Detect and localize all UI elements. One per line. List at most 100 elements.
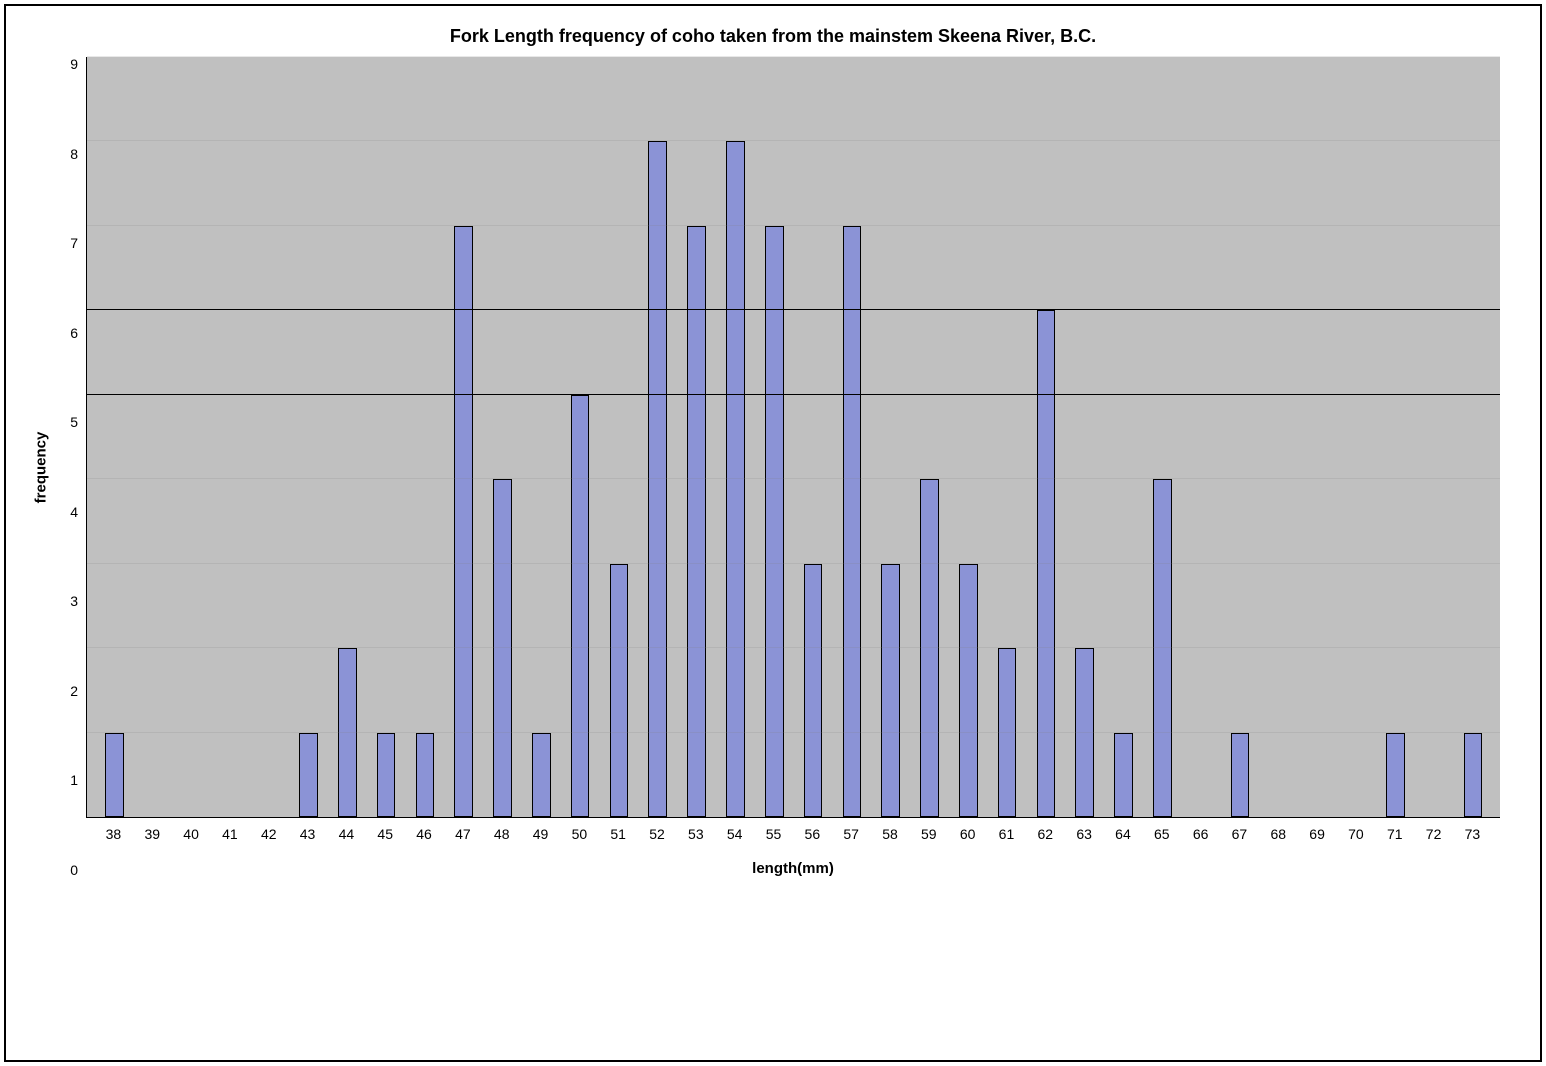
y-tick: 6 — [56, 326, 78, 340]
y-axis-ticks: 9876543210 — [56, 57, 86, 877]
x-tick: 67 — [1220, 826, 1259, 842]
gridline — [87, 56, 1500, 57]
y-tick: 3 — [56, 594, 78, 608]
x-tick: 43 — [288, 826, 327, 842]
y-tick: 4 — [56, 505, 78, 519]
gridline — [87, 225, 1500, 226]
bar — [1114, 733, 1133, 817]
y-tick: 8 — [56, 147, 78, 161]
bar-slot — [638, 57, 677, 817]
bar — [377, 733, 396, 817]
y-tick: 2 — [56, 684, 78, 698]
bar — [1231, 733, 1250, 817]
bar — [571, 395, 590, 817]
bar-slot — [1298, 57, 1337, 817]
x-tick: 50 — [560, 826, 599, 842]
bar-slot — [211, 57, 250, 817]
x-tick: 39 — [133, 826, 172, 842]
x-tick: 73 — [1453, 826, 1492, 842]
bar-slot — [561, 57, 600, 817]
x-tick: 58 — [871, 826, 910, 842]
bar — [1464, 733, 1483, 817]
x-tick: 68 — [1259, 826, 1298, 842]
bar — [532, 733, 551, 817]
bar-slot — [250, 57, 289, 817]
bar-slot — [1221, 57, 1260, 817]
gridline — [87, 309, 1500, 310]
gridline — [87, 140, 1500, 141]
bar-slot — [289, 57, 328, 817]
chart-title: Fork Length frequency of coho taken from… — [6, 6, 1540, 57]
bar-slot — [794, 57, 833, 817]
x-tick: 46 — [405, 826, 444, 842]
x-tick: 55 — [754, 826, 793, 842]
x-tick: 51 — [599, 826, 638, 842]
x-tick: 59 — [909, 826, 948, 842]
x-tick: 53 — [676, 826, 715, 842]
bar-slot — [716, 57, 755, 817]
x-axis-label: length(mm) — [86, 860, 1500, 877]
x-tick: 40 — [172, 826, 211, 842]
x-tick: 70 — [1337, 826, 1376, 842]
bar — [687, 226, 706, 817]
y-axis-label-container: frequency — [26, 57, 56, 877]
chart-body: frequency 9876543210 3839404142434445464… — [6, 57, 1540, 907]
bar — [1037, 310, 1056, 817]
y-tick: 9 — [56, 57, 78, 71]
bar-slot — [134, 57, 173, 817]
y-axis-label: frequency — [33, 431, 50, 503]
bar-slot — [522, 57, 561, 817]
bar-slot — [677, 57, 716, 817]
y-tick: 5 — [56, 415, 78, 429]
gridline — [87, 563, 1500, 564]
bar — [1075, 648, 1094, 817]
bar-slot — [173, 57, 212, 817]
bar-slot — [1259, 57, 1298, 817]
x-tick: 38 — [94, 826, 133, 842]
plot-area — [86, 57, 1500, 818]
bar-slot — [1415, 57, 1454, 817]
bar — [881, 564, 900, 817]
bar-slot — [1027, 57, 1066, 817]
bar-slot — [949, 57, 988, 817]
bar-slot — [1453, 57, 1492, 817]
bar-slot — [367, 57, 406, 817]
bar-slot — [1182, 57, 1221, 817]
bar-slot — [1065, 57, 1104, 817]
x-tick: 62 — [1026, 826, 1065, 842]
x-tick: 66 — [1181, 826, 1220, 842]
bar-slot — [1376, 57, 1415, 817]
plot-column: 3839404142434445464748495051525354555657… — [86, 57, 1500, 877]
y-tick: 7 — [56, 236, 78, 250]
x-tick: 47 — [443, 826, 482, 842]
bar — [843, 226, 862, 817]
bar — [454, 226, 473, 817]
x-tick: 61 — [987, 826, 1026, 842]
x-tick: 48 — [482, 826, 521, 842]
x-tick: 54 — [715, 826, 754, 842]
bar-slot — [328, 57, 367, 817]
x-tick: 49 — [521, 826, 560, 842]
x-tick: 44 — [327, 826, 366, 842]
bar-slot — [600, 57, 639, 817]
x-tick: 45 — [366, 826, 405, 842]
x-tick: 57 — [832, 826, 871, 842]
bar — [998, 648, 1017, 817]
y-tick: 1 — [56, 773, 78, 787]
gridline — [87, 394, 1500, 395]
x-tick: 63 — [1065, 826, 1104, 842]
bar — [299, 733, 318, 817]
x-tick: 42 — [249, 826, 288, 842]
bar-slot — [406, 57, 445, 817]
gridline — [87, 732, 1500, 733]
bar-slot — [444, 57, 483, 817]
x-tick: 60 — [948, 826, 987, 842]
bar — [765, 226, 784, 817]
bar-slot — [871, 57, 910, 817]
x-tick: 72 — [1414, 826, 1453, 842]
x-tick: 69 — [1298, 826, 1337, 842]
bar-slot — [755, 57, 794, 817]
bar — [416, 733, 435, 817]
x-tick: 65 — [1142, 826, 1181, 842]
x-tick: 41 — [210, 826, 249, 842]
